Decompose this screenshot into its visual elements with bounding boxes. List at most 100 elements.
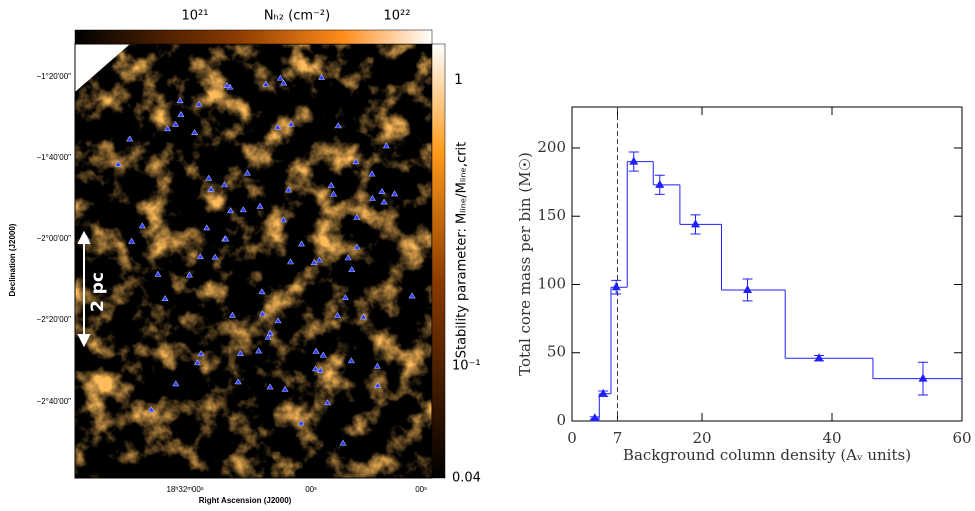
core-marker [193, 359, 201, 366]
plot-frame [571, 106, 963, 422]
y-axis-label: Total core mass per bin (M☉) [516, 152, 534, 376]
core-marker [382, 142, 390, 149]
core-marker [239, 206, 247, 213]
core-marker [374, 381, 382, 388]
core-marker [172, 380, 180, 387]
core-marker [281, 385, 289, 392]
y-tick-label: 200 [537, 138, 566, 156]
colorbar-label: 10²² [384, 9, 411, 24]
core-marker [262, 80, 270, 87]
core-marker [368, 194, 376, 201]
core-marker [287, 258, 295, 265]
core-marker [147, 406, 155, 413]
core-marker [203, 224, 211, 231]
core-marker [348, 266, 356, 273]
core-marker [211, 253, 219, 260]
core-marker [228, 311, 236, 318]
marker [590, 413, 600, 422]
dec-label: −2°00'00" [37, 234, 72, 243]
core-marker [222, 235, 230, 242]
ra-label: 18ʰ32ᵐ00ˢ [166, 485, 203, 494]
core-marker [234, 378, 242, 385]
y-axis-label: Declination (J2000) [8, 223, 17, 296]
colorbar-label: 0.04 [452, 471, 481, 486]
core-marker [391, 190, 399, 197]
core-marker [287, 120, 295, 127]
dec-label: −1°40'00" [37, 153, 72, 162]
core-marker [334, 312, 342, 318]
colorbar-title: Nₕ₂ (cm⁻²) [264, 9, 330, 24]
colorbar-label: 1 [454, 72, 463, 88]
core-marker [266, 329, 274, 336]
marker [918, 373, 928, 382]
core-marker [274, 123, 282, 130]
core-marker [227, 207, 235, 214]
marker [629, 156, 639, 165]
x-axis-label: Right Ascension (J2000) [199, 496, 292, 505]
x-axis-label: Background column density (Aᵥ units) [623, 446, 911, 464]
core-marker [352, 158, 360, 165]
core-marker [176, 97, 184, 104]
core-marker [310, 259, 318, 266]
core-marker [319, 351, 327, 358]
core-marker [207, 185, 215, 192]
core-marker [163, 125, 172, 132]
core-markers [82, 73, 416, 446]
core-marker [128, 237, 136, 244]
core-marker [373, 362, 381, 369]
core-marker [297, 240, 306, 247]
core-marker [196, 253, 204, 260]
marker [598, 388, 608, 397]
x-tick-label: 60 [952, 429, 971, 447]
core-marker [380, 198, 388, 205]
core-marker [315, 256, 323, 263]
core-marker [191, 129, 199, 136]
core-marker [243, 169, 251, 176]
core-marker [368, 170, 376, 177]
x-tick-label: 20 [692, 429, 711, 447]
core-marker [297, 419, 305, 426]
marker [814, 353, 824, 362]
core-marker [280, 79, 288, 86]
colorbar-label: 10⁻¹ [452, 359, 481, 374]
core-marker [126, 135, 134, 142]
y-tick-label: 100 [537, 274, 566, 292]
dec-label: −1°20'00" [37, 72, 72, 81]
core-marker [161, 295, 169, 302]
colorbar-title: Stability parameter: Mₗᵢₙₑ/Mₗᵢₙₑ,crit [455, 142, 470, 359]
core-marker [408, 292, 416, 299]
y-tick-label: 0 [556, 411, 566, 429]
core-marker [353, 243, 361, 250]
core-marker [223, 82, 231, 88]
marker [655, 179, 665, 188]
core-marker [195, 100, 203, 107]
ra-label: 00ˢ [415, 485, 427, 494]
core-marker [330, 190, 338, 197]
core-marker [177, 110, 185, 117]
core-marker [154, 270, 162, 277]
core-marker [258, 310, 266, 317]
core-marker [138, 222, 146, 229]
core-marker [318, 73, 326, 80]
core-marker [334, 122, 342, 129]
scale-bar-label: 2 pc [88, 272, 108, 312]
core-marker [276, 74, 284, 81]
core-marker [114, 160, 122, 167]
y-tick-label: 150 [537, 206, 566, 224]
colorbar-top [74, 29, 433, 45]
core-marker [327, 181, 335, 188]
core-marker [339, 439, 347, 446]
dec-label: −2°40'00" [37, 397, 72, 406]
core-marker [312, 347, 320, 354]
core-marker [266, 383, 274, 390]
marker [611, 282, 621, 291]
colorbar-label: 10²¹ [182, 9, 209, 24]
scale-bar [77, 230, 91, 348]
core-marker [347, 357, 355, 364]
core-marker [323, 399, 332, 406]
core-marker [264, 333, 272, 340]
core-marker [353, 213, 361, 220]
core-marker [311, 365, 320, 372]
x-tick-label: 7 [613, 429, 623, 447]
